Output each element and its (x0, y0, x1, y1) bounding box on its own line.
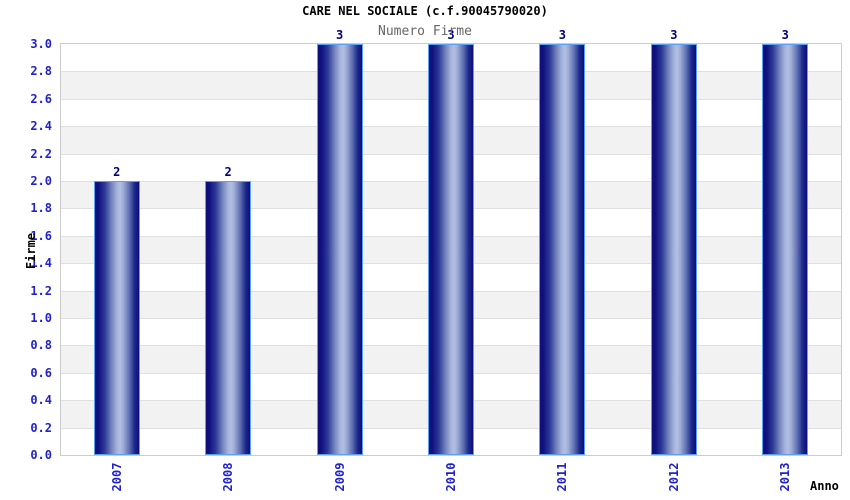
y-axis-title: Firme (24, 232, 38, 270)
x-axis-tick-label: 2010 (444, 462, 458, 492)
bar-value-label: 3 (558, 28, 567, 42)
bar-2007 (93, 181, 140, 455)
chart-subtitle: Numero Firme (378, 24, 472, 39)
x-axis-tick-label: 2011 (555, 462, 570, 492)
bar-value-label: 3 (670, 28, 678, 42)
y-axis-tick-label: 2.2 (30, 146, 52, 161)
y-axis-tick-label: 2.6 (30, 91, 52, 106)
y-axis-tick-label: 0.0 (30, 448, 52, 462)
bar-value-label: 3 (447, 28, 455, 42)
x-axis-tick-label: 2007 (109, 462, 124, 492)
bar-value-label: 3 (781, 28, 789, 42)
x-axis-tick-label: 2012 (666, 462, 681, 492)
plot-area: 2 2 3 3 3 3 3 (60, 28, 842, 456)
x-axis-tick-label: 2008 (221, 462, 236, 492)
y-axis-tick-label: 2.0 (30, 174, 52, 188)
x-axis-tick-label: 2013 (778, 462, 793, 492)
y-axis-tick-label: 3.0 (30, 37, 52, 51)
bar-value-label: 2 (224, 165, 232, 179)
y-axis-tick-label: 2.8 (30, 64, 52, 79)
x-axis: 2007 2008 2009 2010 2011 2012 2013 (61, 455, 841, 500)
y-axis-tick-label: 0.4 (30, 393, 52, 408)
x-axis-tick-label: 2009 (332, 462, 347, 492)
chart-title: CARE NEL SOCIALE (c.f.90045790020) (302, 4, 548, 18)
bar-2012 (650, 44, 697, 455)
y-axis-tick-label: 0.6 (30, 365, 52, 380)
x-axis-title: Anno (810, 479, 839, 493)
y-axis-tick-label: 2.4 (30, 119, 52, 134)
bar-2013 (762, 44, 809, 455)
bar-value-label: 2 (113, 165, 121, 179)
y-axis-tick-label: 0.8 (30, 338, 52, 353)
y-axis: 0.0 0.2 0.4 0.6 0.8 1.0 1.2 1.4 1.6 1.8 2.0 2.2 2.4 2… (0, 37, 56, 462)
bar-2009 (316, 44, 363, 455)
y-axis-tick-label: 1.2 (30, 283, 52, 298)
y-axis-tick-label: 1.6 (30, 228, 52, 243)
y-axis-tick-label: 1.4 (30, 256, 52, 271)
bar-2008 (205, 181, 252, 455)
bar-2011 (539, 44, 586, 455)
y-axis-tick-label: 1.0 (30, 311, 52, 325)
y-axis-tick-label: 0.2 (30, 420, 52, 435)
bar-2010 (428, 44, 474, 455)
y-axis-tick-label: 1.8 (30, 201, 52, 216)
bar-value-label: 3 (335, 28, 344, 42)
